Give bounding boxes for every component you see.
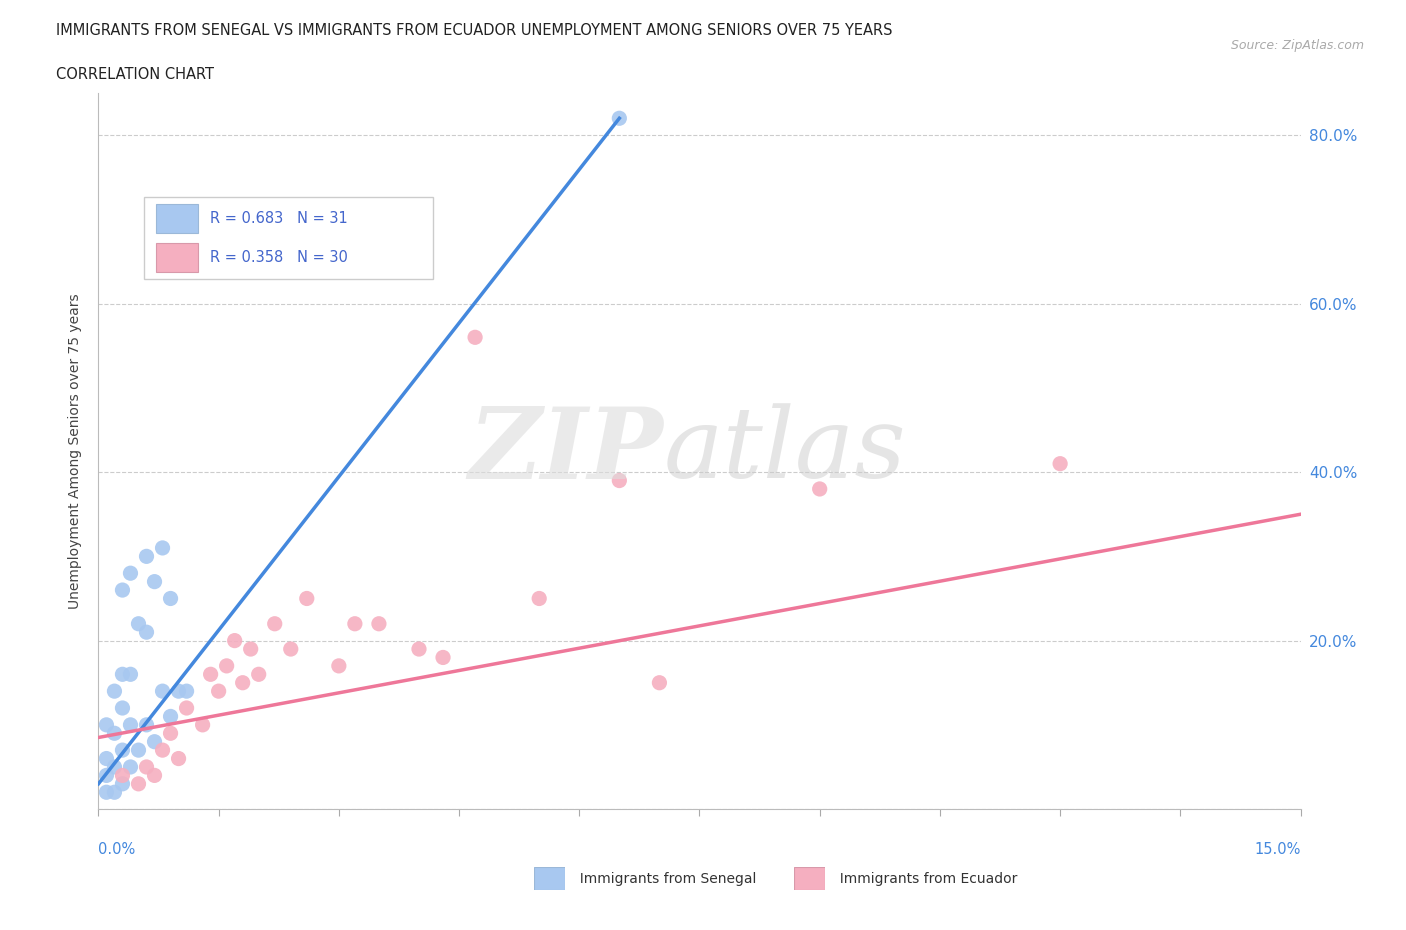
Point xyxy=(159,709,181,724)
Point xyxy=(432,650,454,665)
Text: ZIP: ZIP xyxy=(468,403,664,499)
Point xyxy=(128,777,150,791)
Point xyxy=(176,684,198,698)
Point xyxy=(215,658,238,673)
Point xyxy=(343,617,366,631)
Point xyxy=(239,642,262,657)
Text: IMMIGRANTS FROM SENEGAL VS IMMIGRANTS FROM ECUADOR UNEMPLOYMENT AMONG SENIORS OV: IMMIGRANTS FROM SENEGAL VS IMMIGRANTS FR… xyxy=(56,23,893,38)
Point xyxy=(111,777,134,791)
Point xyxy=(120,760,142,775)
Point xyxy=(143,768,166,783)
Point xyxy=(96,768,118,783)
Point xyxy=(191,717,214,732)
Bar xyxy=(156,244,198,272)
Point xyxy=(152,743,174,758)
Point xyxy=(224,633,246,648)
Point xyxy=(120,667,142,682)
Text: CORRELATION CHART: CORRELATION CHART xyxy=(56,67,214,82)
Point xyxy=(111,743,134,758)
FancyBboxPatch shape xyxy=(143,197,433,279)
Point xyxy=(176,700,198,715)
Point xyxy=(143,735,166,750)
Point xyxy=(152,540,174,555)
Text: 0.0%: 0.0% xyxy=(98,842,135,857)
Point xyxy=(167,684,190,698)
Point xyxy=(208,684,231,698)
Point xyxy=(529,591,551,606)
Point xyxy=(263,617,285,631)
Point xyxy=(135,549,157,564)
Text: atlas: atlas xyxy=(664,404,907,498)
Point xyxy=(135,625,157,640)
Point xyxy=(464,330,486,345)
Point xyxy=(135,760,157,775)
Point xyxy=(96,717,118,732)
Point xyxy=(103,785,125,800)
Text: Immigrants from Senegal: Immigrants from Senegal xyxy=(571,871,756,886)
Point xyxy=(96,785,118,800)
Point xyxy=(111,700,134,715)
Y-axis label: Unemployment Among Seniors over 75 years: Unemployment Among Seniors over 75 years xyxy=(69,293,83,609)
Point xyxy=(120,717,142,732)
Point xyxy=(111,667,134,682)
Point xyxy=(103,760,125,775)
Point xyxy=(808,482,831,497)
Point xyxy=(143,574,166,589)
Text: Source: ZipAtlas.com: Source: ZipAtlas.com xyxy=(1230,39,1364,52)
Point xyxy=(159,725,181,740)
Point xyxy=(232,675,254,690)
Point xyxy=(1049,457,1071,472)
Point xyxy=(103,684,125,698)
Text: R = 0.683   N = 31: R = 0.683 N = 31 xyxy=(211,211,347,226)
Point xyxy=(295,591,318,606)
Point xyxy=(135,717,157,732)
Bar xyxy=(156,204,198,232)
Point xyxy=(368,617,391,631)
Point xyxy=(609,473,631,488)
Point xyxy=(128,617,150,631)
Point xyxy=(96,751,118,766)
Point xyxy=(120,565,142,580)
Point xyxy=(200,667,222,682)
Point xyxy=(103,725,125,740)
Text: Immigrants from Ecuador: Immigrants from Ecuador xyxy=(831,871,1018,886)
Point xyxy=(167,751,190,766)
Point xyxy=(609,111,631,126)
Point xyxy=(648,675,671,690)
Point xyxy=(247,667,270,682)
Point xyxy=(152,684,174,698)
Point xyxy=(111,768,134,783)
Point xyxy=(159,591,181,606)
Point xyxy=(128,743,150,758)
Point xyxy=(111,582,134,597)
Point xyxy=(328,658,350,673)
Text: R = 0.358   N = 30: R = 0.358 N = 30 xyxy=(211,250,349,265)
Point xyxy=(408,642,430,657)
Point xyxy=(280,642,302,657)
Text: 15.0%: 15.0% xyxy=(1254,842,1301,857)
